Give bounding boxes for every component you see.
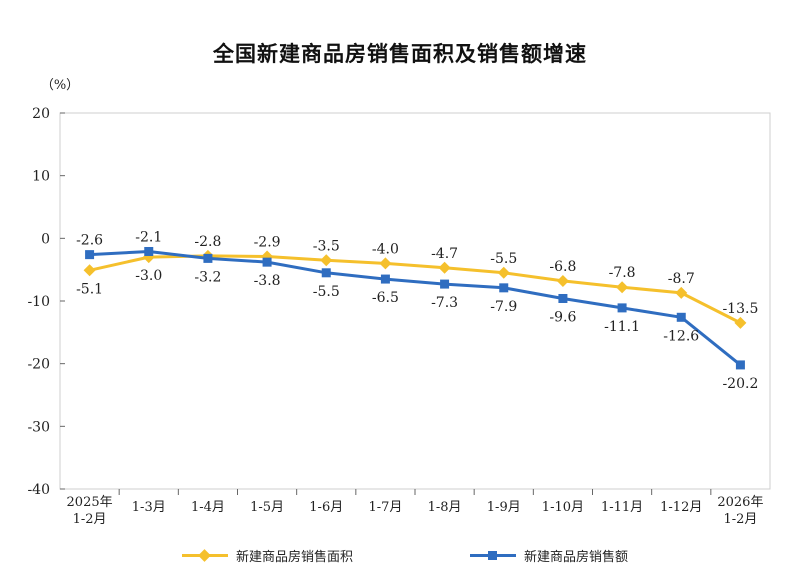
- data-point-square: [617, 303, 627, 313]
- y-tick-label: -40: [27, 482, 50, 498]
- y-axis-unit-label: （%）: [41, 78, 79, 93]
- x-tick-label: 1-11月: [601, 500, 643, 515]
- data-label: -4.0: [372, 241, 399, 257]
- x-tick-label: 1-6月: [309, 500, 343, 515]
- x-axis: 2025年 1-2月 1-3月 1-4月 1-5月 1-6月 1-7月 1-8月 1-9月 1-1…: [67, 489, 763, 527]
- data-point-square: [380, 274, 390, 284]
- data-point-diamond: [438, 261, 451, 274]
- data-label: -3.5: [313, 238, 340, 254]
- series-layer: [83, 246, 747, 370]
- data-label: -2.1: [135, 229, 162, 245]
- data-label: -6.5: [372, 290, 399, 306]
- data-point-diamond: [556, 274, 569, 287]
- data-point-square: [203, 253, 213, 263]
- data-label: -2.8: [194, 234, 221, 250]
- data-label: -4.7: [431, 246, 458, 262]
- legend-item-amount: 新建商品房销售额: [470, 540, 628, 570]
- data-label: -2.9: [254, 235, 281, 251]
- data-point-square: [440, 279, 450, 289]
- legend-swatch-amount: [470, 550, 516, 560]
- legend-swatch-area: [182, 548, 228, 562]
- y-tick-label: -10: [27, 294, 50, 310]
- series-line-1: [89, 250, 742, 367]
- series-line-0: [89, 254, 742, 325]
- x-tick-label: 1-9月: [487, 500, 521, 515]
- data-label: -3.2: [194, 269, 221, 285]
- y-tick-label: 10: [32, 169, 50, 185]
- data-label: -2.6: [76, 233, 103, 249]
- y-axis: 20 10 0 -10 -20 -30 -40: [27, 106, 65, 498]
- data-point-square: [144, 246, 154, 256]
- x-tick-label: 2026年: [717, 495, 763, 510]
- legend-label-area: 新建商品房销售面积: [236, 549, 354, 565]
- plot-area-frame: [59, 112, 771, 490]
- data-label: -20.2: [722, 376, 758, 392]
- y-tick-label: -30: [27, 419, 50, 435]
- square-marker-icon: [488, 550, 497, 560]
- data-label: -5.5: [313, 284, 340, 300]
- legend-label-amount: 新建商品房销售额: [524, 549, 629, 565]
- y-tick-label: 20: [32, 106, 50, 122]
- data-point-diamond: [675, 286, 688, 299]
- chart-title: 全国新建商品房销售面积及销售额增速: [213, 42, 587, 66]
- data-label: -3.0: [135, 268, 162, 284]
- data-point-square: [321, 268, 331, 278]
- data-point-square: [499, 283, 509, 293]
- data-label: -8.7: [668, 271, 695, 287]
- y-tick-label: 0: [41, 231, 50, 247]
- x-tick-label: 2025年: [67, 495, 113, 510]
- x-tick-label: 1-2月: [723, 512, 757, 527]
- x-tick-label: 1-4月: [191, 500, 225, 515]
- data-label: -5.5: [490, 251, 517, 267]
- data-label: -11.1: [604, 319, 640, 335]
- diamond-marker-icon: [198, 548, 211, 562]
- y-tick-label: -20: [27, 357, 50, 373]
- data-labels-layer: -5.1 -3.0 -2.8 -2.9 -3.5 -4.0 -4.7 -5.5 -6.8 -7.8…: [76, 229, 758, 391]
- x-tick-label: 1-12月: [660, 500, 702, 515]
- data-label: -7.8: [609, 265, 636, 281]
- data-point-diamond: [497, 266, 510, 279]
- data-point-diamond: [83, 264, 96, 277]
- data-label: -7.3: [431, 295, 458, 311]
- data-label: -13.5: [722, 301, 758, 317]
- data-label: -9.6: [549, 309, 576, 325]
- data-point-square: [735, 360, 745, 370]
- data-label: -7.9: [490, 299, 517, 315]
- data-point-diamond: [616, 281, 629, 294]
- legend-item-area: 新建商品房销售面积: [182, 540, 353, 570]
- data-label: -3.8: [254, 273, 281, 289]
- data-point-diamond: [379, 257, 392, 270]
- data-point-square: [262, 257, 272, 267]
- x-tick-label: 1-2月: [73, 512, 107, 527]
- data-point-diamond: [320, 254, 333, 267]
- x-tick-label: 1-10月: [542, 500, 584, 515]
- data-label: -6.8: [549, 259, 576, 275]
- data-point-diamond: [734, 316, 747, 329]
- x-tick-label: 1-7月: [368, 500, 402, 515]
- data-label: -5.1: [76, 281, 103, 297]
- data-label: -12.6: [663, 328, 699, 344]
- data-point-square: [676, 312, 686, 322]
- data-point-square: [558, 293, 568, 303]
- x-tick-label: 1-8月: [428, 500, 462, 515]
- x-tick-label: 1-5月: [250, 500, 284, 515]
- data-point-square: [85, 250, 95, 260]
- x-tick-label: 1-3月: [132, 500, 166, 515]
